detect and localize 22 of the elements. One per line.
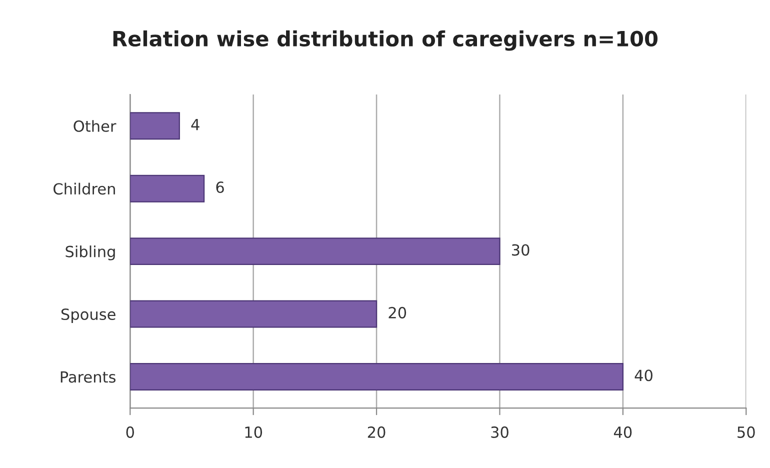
y-tick-label: Other: [74, 120, 116, 132]
y-tick-label: Children: [54, 182, 115, 195]
bar: [130, 112, 180, 140]
data-label: 4: [191, 118, 200, 130]
y-tick-label: Parents: [60, 371, 116, 383]
x-tick-label: 20: [368, 426, 386, 438]
bar: [130, 238, 500, 266]
x-tick-label: 40: [614, 426, 632, 438]
x-tick-label: 50: [738, 426, 755, 438]
bar: [130, 363, 624, 390]
data-label: 40: [634, 370, 652, 382]
bar: [130, 300, 378, 328]
data-label: 6: [216, 181, 224, 194]
y-tick-label: Sibling: [66, 246, 115, 260]
y-tick-label: Spouse: [61, 308, 116, 324]
x-tick-label: 30: [491, 426, 508, 438]
x-tick-label: 0: [126, 426, 134, 438]
data-label: 20: [388, 306, 406, 318]
bar: [130, 174, 205, 202]
x-tick-label: 10: [245, 426, 262, 438]
data-label: 30: [512, 244, 530, 256]
chart-title: Relation wise distribution of caregivers n=100: [113, 30, 658, 51]
